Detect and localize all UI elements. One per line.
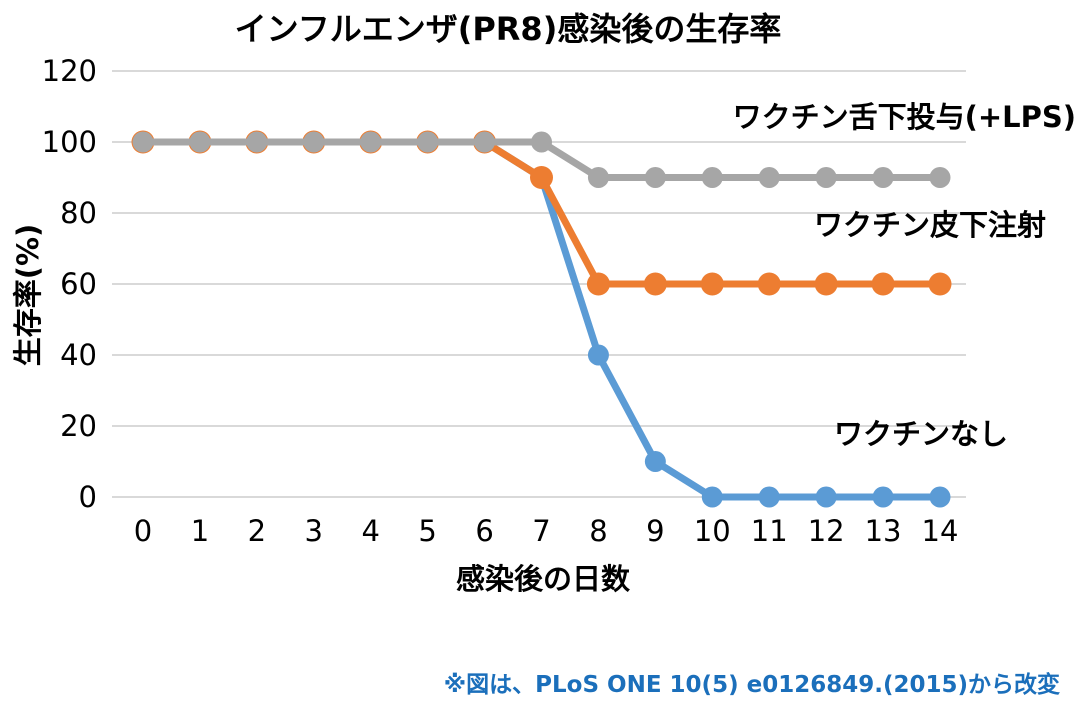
series-line-no-vaccine — [143, 138, 940, 501]
marker-sublingual-lps-day-10 — [701, 167, 723, 188]
source-note: ※図は、PLoS ONE 10(5) e0126849.(2015)から改変 — [443, 672, 1060, 698]
y-tick-label-40: 40 — [60, 338, 97, 372]
marker-subcutaneous-day-8 — [586, 272, 610, 296]
chart-title: インフルエンザ(PR8)感染後の生存率 — [234, 10, 782, 48]
x-tick-label-10: 10 — [693, 514, 731, 548]
marker-subcutaneous-day-10 — [700, 272, 724, 296]
x-tick-label-1: 1 — [190, 514, 210, 548]
marker-sublingual-lps-day-7 — [531, 131, 552, 153]
y-tick-label-80: 80 — [60, 196, 97, 230]
marker-no-vaccine-day-12 — [815, 486, 837, 508]
marker-sublingual-lps-day-9 — [644, 167, 666, 188]
marker-sublingual-lps-day-13 — [872, 167, 894, 188]
marker-no-vaccine-day-14 — [929, 486, 951, 508]
x-tick-label-3: 3 — [304, 514, 323, 548]
x-tick-label-12: 12 — [807, 514, 845, 548]
x-tick-label-0: 0 — [133, 514, 153, 548]
y-axis-title: 生存率(%) — [11, 223, 45, 367]
y-tick-label-20: 20 — [60, 409, 97, 443]
marker-subcutaneous-day-13 — [871, 272, 895, 296]
x-tick-label-11: 11 — [750, 514, 788, 548]
series-label-sublingual-lps: ワクチン舌下投与(+LPS) — [732, 100, 1076, 134]
marker-sublingual-lps-day-0 — [132, 131, 154, 153]
marker-sublingual-lps-day-11 — [758, 167, 780, 188]
marker-subcutaneous-day-9 — [643, 272, 667, 296]
marker-no-vaccine-day-11 — [758, 486, 780, 508]
x-tick-label-8: 8 — [589, 514, 608, 548]
x-tick-label-2: 2 — [247, 514, 267, 548]
x-tick-label-9: 9 — [646, 514, 665, 548]
marker-subcutaneous-day-11 — [757, 272, 781, 296]
marker-sublingual-lps-day-8 — [587, 167, 609, 188]
marker-sublingual-lps-day-6 — [474, 131, 496, 153]
y-tick-label-100: 100 — [41, 125, 97, 159]
x-tick-label-4: 4 — [361, 514, 380, 548]
x-tick-label-6: 6 — [475, 514, 494, 548]
marker-sublingual-lps-day-5 — [417, 131, 439, 153]
marker-sublingual-lps-day-2 — [246, 131, 268, 153]
series-label-subcutaneous: ワクチン皮下注射 — [813, 208, 1046, 242]
marker-no-vaccine-day-9 — [644, 451, 666, 472]
x-tick-label-7: 7 — [532, 514, 551, 548]
y-tick-label-60: 60 — [60, 267, 97, 301]
marker-sublingual-lps-day-1 — [189, 131, 211, 153]
series-label-no-vaccine: ワクチンなし — [833, 417, 1008, 451]
marker-sublingual-lps-day-14 — [929, 167, 951, 188]
marker-sublingual-lps-day-4 — [360, 131, 382, 153]
y-tick-label-0: 0 — [78, 480, 97, 514]
marker-no-vaccine-day-13 — [872, 486, 894, 508]
x-tick-label-5: 5 — [418, 514, 437, 548]
marker-no-vaccine-day-10 — [701, 486, 723, 508]
y-tick-label-120: 120 — [41, 54, 97, 88]
marker-subcutaneous-day-14 — [928, 272, 952, 296]
marker-sublingual-lps-day-3 — [303, 131, 325, 153]
x-tick-label-13: 13 — [864, 514, 902, 548]
marker-sublingual-lps-day-12 — [815, 167, 837, 188]
x-tick-label-14: 14 — [921, 514, 959, 548]
x-axis-title: 感染後の日数 — [455, 562, 630, 596]
marker-subcutaneous-day-7 — [530, 166, 553, 189]
marker-subcutaneous-day-12 — [814, 272, 838, 296]
marker-no-vaccine-day-8 — [587, 344, 609, 366]
